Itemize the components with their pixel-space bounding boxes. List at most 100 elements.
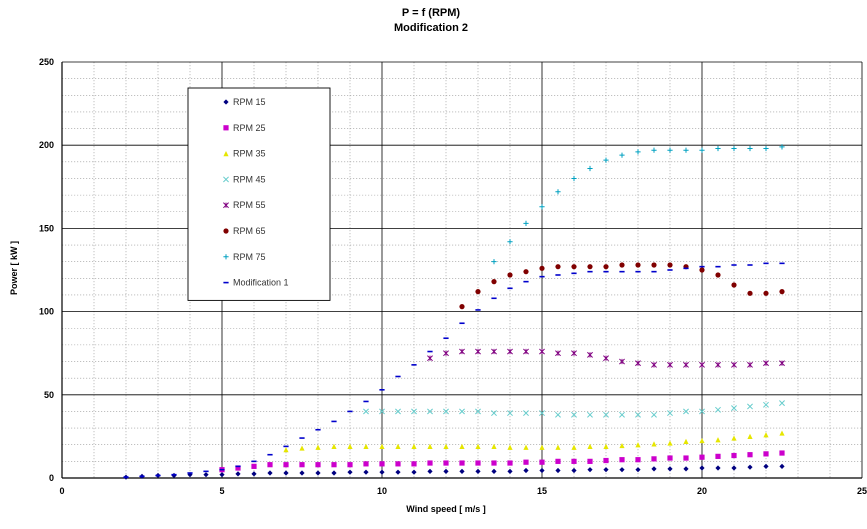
- data-point: [635, 411, 641, 418]
- data-point: [571, 175, 577, 182]
- x-tick-label: 25: [857, 486, 867, 496]
- data-point: [715, 361, 721, 368]
- legend-label: RPM 65: [233, 226, 266, 236]
- data-point: [523, 444, 529, 450]
- data-point: [411, 408, 417, 415]
- data-point: [619, 442, 625, 449]
- data-point: [603, 264, 609, 270]
- data-point: [235, 471, 241, 477]
- data-point: [683, 408, 689, 415]
- data-point: [779, 144, 785, 150]
- data-point: [651, 147, 657, 153]
- data-point: [587, 165, 593, 172]
- series-rpm-35: [283, 430, 785, 453]
- data-point: [699, 147, 705, 153]
- y-tick-label: 50: [44, 390, 54, 400]
- data-point: [571, 467, 577, 474]
- data-point: [267, 470, 273, 476]
- data-point: [555, 444, 561, 450]
- data-point: [619, 467, 625, 473]
- x-axis-label: Wind speed [ m/s ]: [406, 504, 485, 514]
- data-point: [555, 458, 561, 464]
- data-point: [667, 147, 673, 153]
- data-point: [539, 459, 545, 465]
- x-tick-label: 20: [697, 486, 707, 496]
- data-point: [763, 463, 769, 469]
- data-point: [699, 437, 705, 444]
- data-point: [635, 467, 641, 473]
- legend-label: RPM 15: [233, 97, 266, 107]
- data-point: [299, 470, 305, 476]
- data-point: [683, 361, 689, 368]
- x-tick-label: 15: [537, 486, 547, 496]
- data-point: [475, 348, 481, 355]
- data-point: [395, 443, 401, 449]
- legend-marker: [223, 99, 229, 105]
- data-point: [491, 410, 497, 417]
- data-point: [363, 443, 369, 449]
- data-point: [331, 470, 337, 476]
- x-tick-label: 5: [219, 486, 224, 496]
- data-point: [683, 455, 689, 461]
- data-point: [443, 350, 449, 357]
- data-point: [731, 361, 737, 368]
- data-point: [779, 400, 785, 407]
- data-point: [251, 471, 257, 477]
- data-point: [523, 220, 529, 227]
- data-point: [427, 408, 433, 415]
- data-point: [315, 470, 321, 476]
- data-point: [651, 466, 657, 472]
- data-point: [619, 262, 625, 268]
- data-point: [651, 441, 657, 447]
- data-point: [747, 464, 753, 470]
- data-point: [475, 289, 481, 295]
- data-point: [507, 348, 513, 355]
- legend-marker: [223, 228, 229, 234]
- data-point: [715, 453, 721, 459]
- data-point: [507, 468, 513, 474]
- data-point: [651, 262, 657, 268]
- data-point: [555, 350, 561, 357]
- y-tick-label: 200: [39, 140, 54, 150]
- data-point: [587, 264, 593, 270]
- data-point: [331, 462, 337, 468]
- data-point: [539, 410, 545, 417]
- data-point: [507, 410, 513, 417]
- data-point: [299, 445, 305, 451]
- data-point: [571, 411, 577, 418]
- data-point: [571, 444, 577, 450]
- data-point: [251, 463, 257, 469]
- data-point: [283, 462, 289, 468]
- y-tick-label: 0: [49, 473, 54, 483]
- data-point: [635, 442, 641, 448]
- data-point: [571, 458, 577, 464]
- data-point: [651, 411, 657, 418]
- data-point: [347, 469, 353, 475]
- data-point: [763, 401, 769, 408]
- series-rpm-45: [363, 400, 785, 418]
- legend-marker: [223, 202, 229, 209]
- data-point: [523, 459, 529, 465]
- data-point: [603, 467, 609, 473]
- data-point: [475, 460, 481, 466]
- data-point: [491, 443, 497, 449]
- legend-box: [187, 87, 331, 301]
- data-point: [683, 147, 689, 153]
- data-point: [731, 405, 737, 412]
- data-point: [763, 360, 769, 367]
- data-point: [555, 189, 561, 195]
- data-point: [699, 361, 705, 368]
- data-point: [283, 447, 289, 453]
- data-point: [747, 361, 753, 368]
- x-tick-label: 10: [377, 486, 387, 496]
- chart-title: P = f (RPM): [402, 7, 461, 19]
- data-point: [731, 282, 737, 288]
- data-point: [411, 469, 417, 475]
- data-point: [635, 360, 641, 367]
- data-point: [379, 408, 385, 415]
- data-point: [635, 262, 641, 268]
- data-point: [475, 443, 481, 449]
- data-point: [347, 443, 353, 449]
